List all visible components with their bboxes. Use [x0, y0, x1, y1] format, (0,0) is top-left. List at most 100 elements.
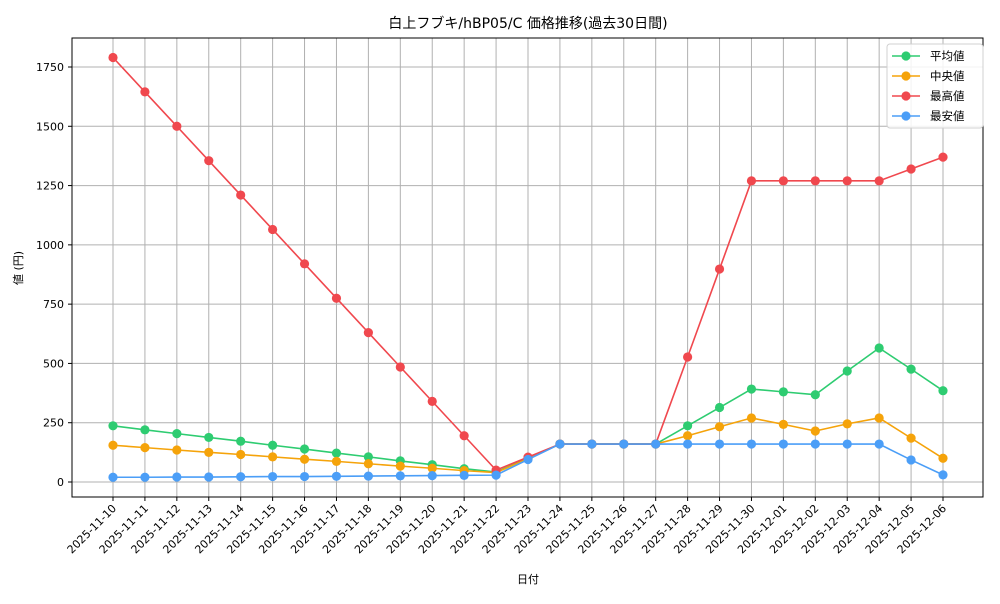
data-point-marker: [906, 433, 916, 443]
data-point-marker: [683, 421, 693, 431]
data-point-marker: [268, 471, 278, 482]
data-point-marker: [778, 419, 788, 429]
data-point-marker: [299, 471, 310, 482]
data-point-marker: [299, 454, 310, 464]
data-point-marker: [714, 264, 725, 274]
data-point-marker: [555, 439, 565, 449]
data-point-marker: [938, 386, 948, 396]
data-point-marker: [746, 176, 757, 186]
data-point-marker: [331, 293, 342, 303]
data-point-marker: [395, 362, 405, 372]
data-point-marker: [268, 224, 278, 235]
data-point-marker: [906, 364, 916, 374]
data-point-marker: [906, 164, 916, 174]
data-point-marker: [363, 471, 373, 481]
data-point-marker: [842, 419, 852, 429]
x-axis-label: 日付: [517, 573, 539, 586]
data-point-marker: [140, 425, 150, 435]
data-point-marker: [746, 413, 757, 423]
data-point-marker: [299, 444, 310, 454]
data-point-marker: [236, 190, 246, 200]
data-point-marker: [651, 439, 661, 449]
data-point-marker: [363, 328, 373, 338]
data-point-marker: [746, 384, 757, 394]
data-point-marker: [778, 176, 788, 186]
data-point-marker: [938, 152, 948, 162]
data-point-marker: [874, 343, 884, 353]
data-point-marker: [746, 439, 757, 449]
data-point-marker: [810, 426, 820, 436]
data-point-marker: [938, 453, 948, 463]
data-point-marker: [108, 440, 118, 450]
data-point-marker: [172, 121, 182, 131]
data-point-marker: [683, 431, 693, 441]
y-tick-label: 500: [43, 357, 64, 370]
data-point-marker: [172, 429, 182, 439]
data-point-marker: [842, 176, 852, 186]
data-point-marker: [204, 472, 214, 482]
legend-box: [886, 43, 984, 129]
series-3: [108, 439, 948, 482]
data-point-marker: [172, 445, 182, 455]
series-lines: [108, 52, 948, 482]
data-point-marker: [108, 421, 118, 431]
data-point-marker: [204, 156, 214, 166]
legend-item: 平均値: [892, 49, 965, 63]
legend-label: 最安値: [930, 109, 965, 123]
data-point-marker: [204, 447, 214, 457]
data-point-marker: [491, 470, 501, 480]
data-point-marker: [395, 471, 405, 481]
data-point-marker: [236, 449, 246, 460]
data-point-marker: [683, 352, 693, 362]
legend-label: 中央値: [930, 69, 965, 83]
data-point-marker: [587, 439, 597, 449]
y-tick-label: 1250: [36, 180, 64, 193]
data-point-marker: [842, 366, 852, 376]
data-point-marker: [714, 439, 725, 449]
legend-marker-icon: [901, 91, 911, 101]
legend-marker-icon: [901, 71, 911, 81]
data-point-marker: [523, 454, 533, 465]
data-point-marker: [140, 472, 150, 482]
data-point-marker: [331, 471, 342, 481]
y-tick-label: 750: [43, 298, 64, 311]
y-tick-label: 1000: [36, 239, 64, 252]
data-point-marker: [778, 439, 788, 449]
data-point-marker: [236, 472, 246, 482]
legend-marker-icon: [901, 111, 911, 121]
data-point-marker: [810, 390, 820, 400]
chart-title: 白上フブキ/hBP05/C 価格推移(過去30日間): [388, 15, 667, 32]
data-point-marker: [810, 439, 820, 449]
data-point-marker: [938, 470, 948, 480]
data-point-marker: [108, 472, 118, 482]
data-point-marker: [459, 431, 469, 441]
data-point-marker: [268, 452, 278, 462]
data-point-marker: [459, 470, 469, 480]
data-point-marker: [874, 413, 884, 423]
data-point-marker: [236, 436, 246, 446]
data-point-marker: [363, 452, 373, 462]
data-point-marker: [810, 176, 820, 186]
legend-marker-icon: [901, 51, 911, 61]
y-tick-label: 0: [57, 476, 64, 489]
data-point-marker: [714, 422, 725, 432]
y-axis-label: 値 (円): [12, 251, 25, 285]
data-point-marker: [427, 396, 437, 406]
data-point-marker: [427, 463, 437, 473]
legend-item: 中央値: [892, 69, 965, 83]
data-point-marker: [619, 439, 629, 449]
data-point-marker: [363, 459, 373, 469]
data-point-marker: [683, 439, 693, 449]
data-point-marker: [299, 259, 310, 269]
data-point-marker: [204, 432, 214, 443]
data-point-marker: [395, 461, 405, 471]
data-point-marker: [427, 470, 437, 481]
data-point-marker: [714, 402, 725, 413]
data-point-marker: [172, 472, 182, 482]
x-axis: 2025-11-102025-11-112025-11-122025-11-13…: [65, 497, 949, 556]
legend-item: 最高値: [892, 89, 965, 103]
y-tick-label: 250: [43, 417, 64, 430]
y-tick-label: 1500: [36, 120, 64, 133]
